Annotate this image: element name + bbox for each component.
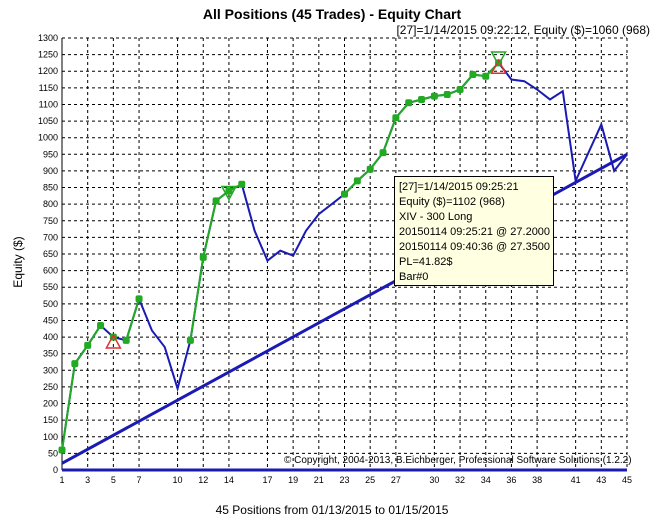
- data-point: [84, 341, 92, 349]
- data-point: [212, 197, 220, 205]
- y-tick-label: 1000: [38, 133, 58, 143]
- data-point: [122, 336, 130, 344]
- x-tick-label: 1: [59, 475, 64, 485]
- y-tick-label: 250: [43, 382, 58, 392]
- y-tick-label: 950: [43, 149, 58, 159]
- tooltip-line-index: [27]=1/14/2015 09:25:21: [399, 181, 519, 193]
- y-tick-label: 1300: [38, 33, 58, 43]
- y-tick-label: 1050: [38, 116, 58, 126]
- y-tick-label: 350: [43, 349, 58, 359]
- axes: [61, 38, 627, 472]
- y-tick-label: 50: [48, 448, 58, 458]
- data-point: [238, 180, 246, 188]
- x-tick-label: 23: [339, 475, 349, 485]
- x-tick-label: 3: [85, 475, 90, 485]
- copyright-note: © Copyright, 2004-2013, B.Eichberger, Pr…: [284, 455, 632, 466]
- y-tick-label: 550: [43, 282, 58, 292]
- x-tick-label: 19: [288, 475, 298, 485]
- x-tick-label: 7: [137, 475, 142, 485]
- y-tick-label: 1150: [39, 83, 58, 93]
- x-tick-label: 43: [596, 475, 606, 485]
- data-point: [58, 446, 66, 454]
- x-tick-label: 12: [198, 475, 208, 485]
- tooltip-line-entry: 20150114 09:25:21 @ 27.2000: [399, 226, 551, 238]
- exit-marker: [220, 185, 238, 202]
- data-point: [482, 72, 490, 80]
- y-tick-label: 200: [43, 399, 58, 409]
- y-tick-label: 800: [43, 199, 58, 209]
- y-tick-label: 100: [43, 432, 58, 442]
- entry-marker: [105, 333, 122, 349]
- x-tick-label: 14: [224, 475, 234, 485]
- y-tick-label: 300: [43, 365, 58, 375]
- y-tick-label: 1100: [39, 99, 58, 109]
- x-tick-label: 25: [365, 475, 375, 485]
- y-tick-label: 400: [43, 332, 58, 342]
- x-tick-label: 17: [262, 475, 272, 485]
- data-point: [366, 165, 374, 173]
- tooltip-line-symbol: XIV - 300 Long: [399, 211, 473, 223]
- x-tick-label: 30: [429, 475, 439, 485]
- x-axis-label: 45 Positions from 01/13/2015 to 01/15/20…: [215, 503, 449, 517]
- entry-marker: [490, 58, 507, 74]
- tooltip-line-exit: 20150114 09:40:36 @ 27.3500: [399, 241, 551, 253]
- x-tick-label: 27: [391, 475, 401, 485]
- trade-tooltip: [27]=1/14/2015 09:25:21 Equity ($)=1102 …: [394, 176, 554, 286]
- data-point: [71, 360, 79, 368]
- y-tick-label: 450: [43, 315, 58, 325]
- x-tick-label: 38: [532, 475, 542, 485]
- data-point: [186, 336, 194, 344]
- data-point: [418, 95, 426, 103]
- x-tick-label: 32: [455, 475, 465, 485]
- data-point: [392, 114, 400, 122]
- x-tick-label: 36: [506, 475, 516, 485]
- tooltip-line-equity: Equity ($)=1102 (968): [399, 196, 505, 208]
- data-point: [135, 295, 143, 303]
- tick-labels: 0 50 100 150 200 250 300 350 400 450 500 550 600 650 7…: [38, 33, 632, 485]
- x-tick-label: 41: [571, 475, 581, 485]
- data-point: [443, 90, 451, 98]
- y-tick-label: 0: [53, 465, 58, 475]
- x-tick-label: 21: [314, 475, 324, 485]
- data-point: [97, 321, 105, 329]
- data-point: [199, 253, 207, 261]
- y-tick-label: 750: [43, 216, 58, 226]
- y-tick-label: 1250: [38, 50, 58, 60]
- y-axis-label: Equity ($): [11, 236, 25, 288]
- y-tick-label: 700: [43, 232, 58, 242]
- data-point: [379, 149, 387, 157]
- winning-segment: [189, 183, 243, 341]
- x-tick-label: 34: [481, 475, 491, 485]
- y-tick-label: 1200: [38, 66, 58, 76]
- y-tick-label: 850: [43, 183, 58, 193]
- data-point: [430, 92, 438, 100]
- data-point: [456, 86, 464, 94]
- exit-marker: [490, 51, 507, 67]
- data-point: [469, 71, 477, 79]
- tooltip-line-pl: PL=41.82$: [399, 256, 453, 268]
- x-tick-label: 5: [111, 475, 116, 485]
- winning-segment: [343, 62, 500, 195]
- y-tick-label: 600: [43, 266, 58, 276]
- x-tick-label: 10: [173, 475, 183, 485]
- y-tick-label: 900: [43, 166, 58, 176]
- winning-segment: [61, 324, 102, 451]
- winning-segment: [125, 298, 141, 341]
- tooltip-line-bar: Bar#0: [399, 271, 429, 283]
- y-tick-label: 500: [43, 299, 58, 309]
- header-readout: [27]=1/14/2015 09:22:12, Equity ($)=1060…: [396, 23, 650, 37]
- trade-markers: [105, 51, 507, 349]
- chart-title: All Positions (45 Trades) - Equity Chart: [202, 6, 462, 22]
- y-tick-label: 150: [43, 415, 58, 425]
- data-point: [225, 187, 233, 195]
- data-point: [341, 190, 348, 198]
- data-point: [405, 99, 413, 107]
- data-point: [353, 177, 361, 185]
- x-tick-label: 45: [622, 475, 632, 485]
- y-tick-label: 650: [43, 249, 58, 259]
